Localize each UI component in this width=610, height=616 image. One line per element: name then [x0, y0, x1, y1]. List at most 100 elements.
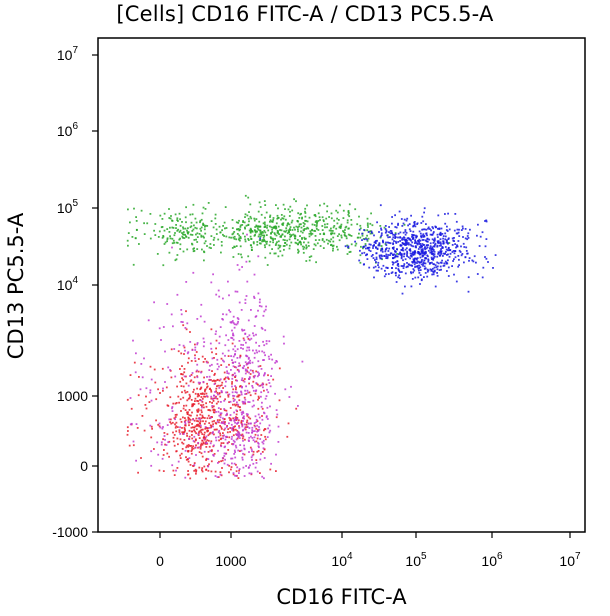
data-point — [219, 231, 222, 234]
data-point — [201, 405, 203, 408]
data-point — [231, 329, 233, 332]
data-point — [432, 258, 435, 261]
data-point — [270, 232, 272, 235]
data-point — [243, 378, 246, 380]
data-point — [182, 231, 185, 233]
data-point — [169, 226, 171, 229]
data-point — [402, 238, 405, 241]
data-point — [451, 237, 454, 240]
data-point — [260, 213, 263, 216]
data-point — [318, 216, 321, 219]
data-point — [375, 258, 378, 261]
data-point — [248, 451, 250, 453]
data-point — [220, 445, 223, 448]
data-point — [396, 260, 399, 263]
data-point — [371, 224, 374, 227]
data-point — [476, 234, 478, 237]
data-point — [211, 405, 214, 407]
data-point — [417, 250, 419, 253]
data-point — [308, 256, 311, 258]
data-point — [421, 259, 423, 261]
data-point — [439, 254, 441, 257]
data-point — [433, 263, 436, 266]
data-point — [182, 324, 185, 327]
data-point — [246, 414, 249, 417]
data-point — [247, 401, 250, 403]
data-point — [268, 340, 271, 343]
data-point — [196, 410, 199, 413]
data-point — [239, 237, 242, 240]
data-point — [321, 216, 324, 219]
data-point — [196, 414, 198, 417]
data-point — [252, 349, 254, 352]
data-point — [299, 240, 301, 243]
data-point — [192, 228, 195, 231]
data-point — [397, 263, 399, 265]
data-point — [257, 225, 260, 228]
data-point — [252, 389, 255, 392]
data-point — [253, 404, 255, 407]
data-point — [229, 417, 232, 420]
data-point — [401, 292, 404, 295]
data-point — [203, 465, 206, 468]
data-point — [382, 240, 384, 243]
data-point — [457, 231, 460, 234]
data-point — [327, 239, 330, 242]
data-point — [266, 406, 269, 409]
data-point — [276, 360, 278, 363]
data-point — [354, 208, 357, 211]
data-point — [426, 237, 429, 240]
data-point — [168, 455, 170, 458]
data-point — [264, 231, 267, 234]
data-point — [244, 298, 247, 301]
data-point — [231, 377, 234, 380]
data-point — [251, 437, 254, 439]
data-point — [411, 252, 413, 255]
data-point — [241, 425, 244, 428]
data-point — [235, 323, 238, 326]
data-point — [195, 417, 198, 420]
data-point — [434, 244, 436, 246]
data-point — [412, 251, 415, 254]
data-point — [248, 378, 250, 380]
data-point — [210, 440, 213, 443]
data-point — [228, 471, 230, 474]
data-point — [244, 389, 246, 392]
data-point — [197, 446, 199, 449]
data-point — [127, 232, 130, 234]
data-point — [187, 361, 189, 364]
data-point — [203, 228, 206, 231]
data-point — [295, 407, 298, 410]
data-point — [172, 325, 174, 328]
data-point — [431, 252, 434, 255]
data-point — [466, 238, 469, 241]
data-point — [236, 466, 239, 469]
y-tick-label: 106 — [57, 121, 79, 139]
data-point — [203, 417, 206, 419]
data-point — [276, 241, 278, 244]
data-point — [166, 238, 169, 241]
data-point — [304, 212, 307, 214]
data-point — [232, 348, 235, 351]
data-point — [200, 417, 203, 420]
data-point — [195, 444, 197, 447]
data-point — [211, 402, 213, 404]
data-point — [262, 447, 265, 450]
data-point — [208, 463, 210, 466]
data-point — [239, 226, 242, 228]
data-point — [247, 239, 250, 241]
data-point — [257, 365, 260, 368]
data-point — [187, 351, 190, 354]
data-point — [443, 264, 446, 267]
data-point — [389, 230, 392, 232]
data-point — [187, 236, 190, 239]
data-point — [243, 453, 246, 456]
data-point — [234, 421, 236, 424]
data-point — [294, 237, 296, 240]
data-point — [186, 444, 189, 447]
data-point — [227, 349, 230, 352]
data-point — [433, 269, 436, 272]
data-point — [381, 247, 383, 250]
data-point — [416, 260, 419, 263]
data-point — [431, 250, 434, 253]
